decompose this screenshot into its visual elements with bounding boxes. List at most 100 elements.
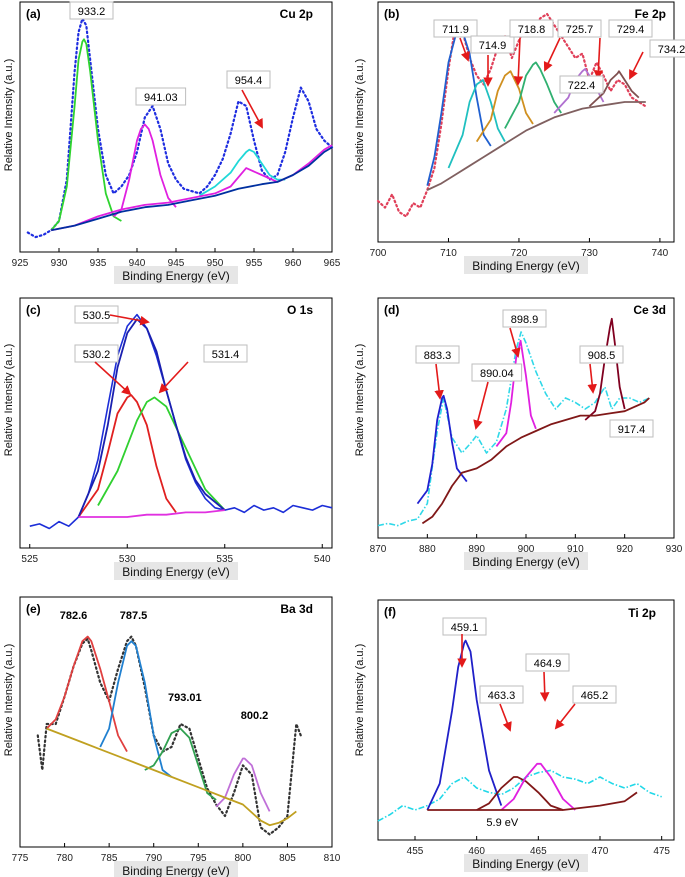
- peak-label-box: [433, 19, 478, 38]
- peak-label: 787.5: [120, 610, 148, 622]
- x-tick-label: 890: [468, 544, 485, 555]
- x-tick-label: 730: [581, 248, 598, 259]
- panel-tag: (c): [26, 303, 41, 317]
- y-axis-label: Relative Intensity (a.u.): [354, 59, 366, 172]
- series-peak-459-1: [426, 639, 503, 811]
- peak-arrow: [629, 51, 644, 80]
- x-axis-label-box: [114, 266, 238, 284]
- x-tick-label: 740: [652, 248, 669, 259]
- peak-label: 734.2: [658, 44, 685, 56]
- plot-frame: [377, 599, 675, 841]
- x-tick-label: 530: [119, 554, 136, 565]
- peak-label-box: [470, 35, 515, 54]
- series-peak-800-2: [215, 757, 271, 812]
- peak-label: 531.4: [212, 349, 240, 361]
- peak-arrow: [509, 327, 521, 358]
- peak-label-box: [479, 685, 524, 704]
- plot-frame: [19, 1, 333, 253]
- peak-label-box: [649, 39, 685, 58]
- peak-arrow: [499, 703, 512, 732]
- peak-label: 898.9: [511, 314, 539, 326]
- peak-label: 714.9: [479, 40, 507, 52]
- x-tick-label: 965: [324, 258, 341, 269]
- peak-label-box: [609, 419, 654, 438]
- series-peak-463-3: [476, 776, 564, 811]
- peak-label: 711.9: [442, 24, 469, 36]
- peak-label: 530.5: [83, 310, 111, 322]
- panel-e: 775 780 785 790 795 800 805 810 Binding Energy (…: [3, 596, 341, 877]
- element-tag: O 1s: [287, 303, 313, 317]
- x-tick-label: 900: [518, 544, 535, 555]
- x-tick-label: 775: [12, 853, 29, 864]
- peak-label: 725.7: [566, 24, 594, 36]
- series-peak-530-2: [77, 394, 177, 518]
- x-tick-label: 935: [90, 258, 107, 269]
- panel-b: 700 710 720 730 740 Binding Energy (eV) Relati…: [354, 1, 685, 274]
- x-tick-label: 470: [592, 846, 609, 857]
- peak-arrow: [434, 363, 444, 400]
- peak-label-box: [557, 19, 602, 38]
- x-axis-label: Binding Energy (eV): [122, 269, 229, 283]
- peak-arrow: [513, 37, 524, 86]
- y-axis-label: Relative Intensity (a.u.): [354, 644, 366, 757]
- peak-label: 459.1: [451, 622, 479, 634]
- peak-label-box: [203, 344, 248, 363]
- peak-label: 908.5: [588, 350, 616, 362]
- peak-label: 883.3: [424, 350, 452, 362]
- peak-label: 917.4: [618, 424, 646, 436]
- element-tag: Ba 3d: [280, 602, 313, 616]
- peak-label-box: [502, 309, 547, 328]
- peak-arrow: [543, 37, 561, 72]
- x-tick-label: 945: [168, 258, 185, 269]
- x-tick-label: 465: [530, 846, 547, 857]
- series-raw: [377, 331, 650, 527]
- peak-label: 463.3: [488, 690, 516, 702]
- plot-frame: [377, 297, 675, 539]
- x-tick-label: 955: [246, 258, 263, 269]
- element-tag: Ce 3d: [633, 303, 666, 317]
- peak-label-box: [74, 305, 119, 324]
- peak-label: 465.2: [581, 690, 609, 702]
- x-axis-label: Binding Energy (eV): [122, 565, 229, 579]
- x-tick-label: 525: [21, 554, 38, 565]
- peak-label-box: [608, 19, 653, 38]
- x-tick-label: 950: [207, 258, 224, 269]
- peak-label: 729.4: [617, 24, 645, 36]
- series-raw: [26, 17, 334, 239]
- peak-arrow: [554, 703, 576, 730]
- peak-arrow: [539, 671, 550, 702]
- x-axis-label: Binding Energy (eV): [122, 864, 229, 877]
- peak-label-box: [471, 363, 523, 382]
- peak-arrow: [587, 363, 597, 394]
- x-tick-label: 810: [324, 853, 341, 864]
- y-axis-label: Relative Intensity (a.u.): [3, 344, 15, 457]
- plot-frame: [19, 596, 333, 848]
- peak-label: 782.6: [60, 610, 88, 622]
- peak-label-box: [559, 75, 604, 94]
- peak-label-box: [525, 653, 570, 672]
- x-tick-label: 475: [653, 846, 670, 857]
- peak-label-box: [579, 345, 624, 364]
- series-peak-718-8: [475, 70, 534, 143]
- peak-label-box: [74, 344, 119, 363]
- peak-arrow: [593, 37, 604, 80]
- x-axis-label: Binding Energy (eV): [472, 857, 579, 871]
- series-background: [78, 509, 225, 518]
- series-background: [46, 727, 297, 827]
- peak-label: 530.2: [83, 349, 111, 361]
- x-tick-label: 880: [419, 544, 436, 555]
- peak-label: 800.2: [241, 710, 269, 722]
- x-tick-label: 930: [51, 258, 68, 269]
- splitting-note: 5.9 eV: [486, 817, 518, 829]
- series-peak-787-5: [99, 640, 173, 778]
- element-tag: Fe 2p: [635, 7, 666, 21]
- x-tick-label: 930: [666, 544, 683, 555]
- x-axis-label: Binding Energy (eV): [472, 259, 579, 273]
- x-tick-label: 795: [190, 853, 207, 864]
- peak-label-box: [415, 345, 460, 364]
- series-peak-941-03: [113, 123, 177, 218]
- series-peak-464-9: [500, 762, 576, 811]
- plot-frame: [19, 297, 333, 549]
- peak-label: 933.2: [78, 6, 106, 18]
- series-background: [427, 791, 638, 811]
